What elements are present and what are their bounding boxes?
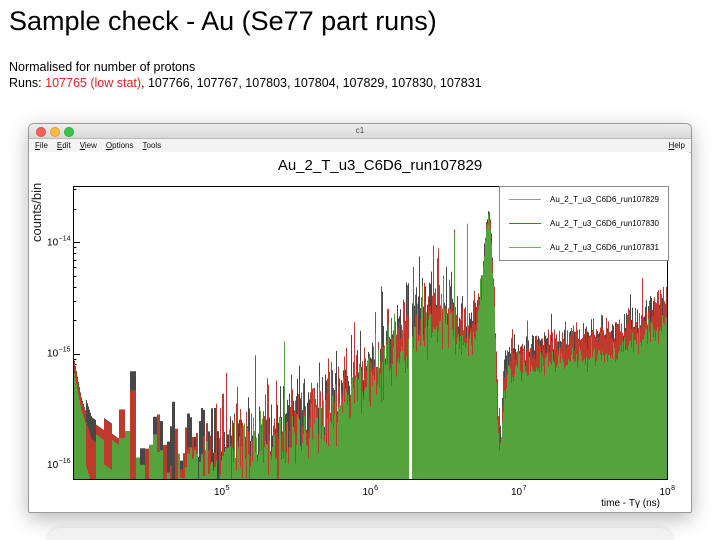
minimize-icon[interactable]	[50, 127, 60, 137]
legend: Au_2_T_u3_C6D6_run107829 Au_2_T_u3_C6D6_r…	[499, 186, 669, 261]
menu-item-help[interactable]: Help	[668, 141, 685, 150]
menu-item-file[interactable]: File	[35, 141, 48, 150]
background-window	[48, 528, 672, 540]
close-icon[interactable]	[36, 127, 46, 137]
menu-item-edit[interactable]: Edit	[56, 141, 71, 150]
menu-item-view[interactable]: View	[79, 141, 97, 150]
zoom-icon[interactable]	[64, 127, 74, 137]
legend-entry: Au_2_T_u3_C6D6_run107829	[500, 187, 668, 211]
runs-label: Runs:	[9, 76, 46, 90]
menu-right: Help	[669, 141, 685, 150]
runs-line: Runs: 107765 (low stat), 107766, 107767,…	[9, 76, 482, 90]
legend-label: Au_2_T_u3_C6D6_run107831	[550, 242, 659, 252]
runs-lowstat: 107765 (low stat)	[45, 76, 142, 90]
window-titlebar[interactable]: c1	[29, 124, 691, 139]
traffic-lights	[36, 127, 74, 137]
legend-line-sample	[509, 222, 541, 224]
legend-label: Au_2_T_u3_C6D6_run107829	[550, 194, 659, 204]
legend-line-sample	[509, 198, 541, 200]
menubar: File Edit View Options Tools Help	[29, 139, 691, 153]
runs-rest: , 107766, 107767, 107803, 107804, 107829…	[141, 76, 482, 90]
legend-line-sample	[509, 246, 541, 248]
legend-entry: Au_2_T_u3_C6D6_run107830	[500, 211, 668, 235]
menu-item-tools[interactable]: Tools	[142, 141, 162, 150]
window-title: c1	[355, 126, 365, 135]
legend-label: Au_2_T_u3_C6D6_run107830	[550, 218, 659, 228]
canvas-area: Au_2_T_u3_C6D6_run107829 Au_2_T_u3_C6D6_r…	[29, 152, 689, 511]
legend-entry: Au_2_T_u3_C6D6_run107831	[500, 235, 668, 259]
slide-title: Sample check - Au (Se77 part runs)	[9, 6, 437, 36]
menu-item-options[interactable]: Options	[105, 141, 134, 150]
menu-left: File Edit View Options Tools	[35, 141, 161, 150]
subtitle: Normalised for number of protons	[9, 60, 196, 74]
root-window: c1 File Edit View Options Tools Help Au_2_T_…	[28, 123, 692, 513]
